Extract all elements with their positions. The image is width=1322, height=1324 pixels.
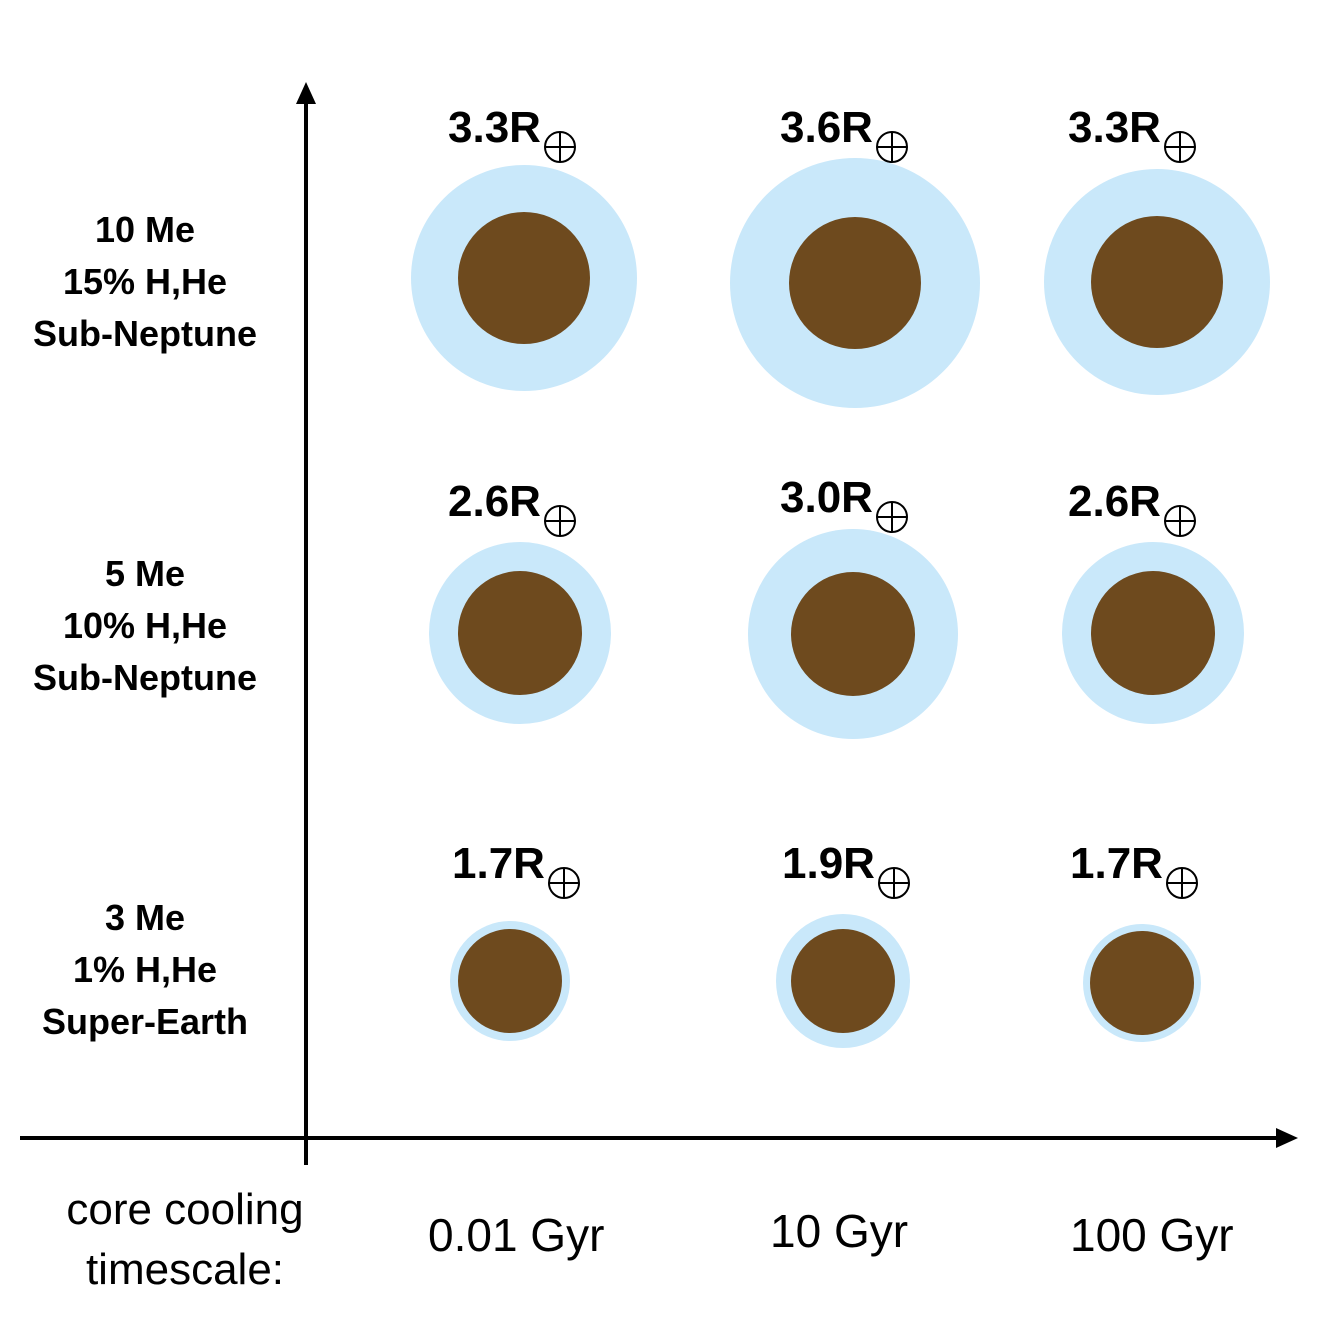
radius-unit: R [1131,839,1163,888]
radius-label: 2.6R [1068,480,1197,546]
radius-value: 1.7 [452,839,514,888]
row-label-line: 10% H,He [62,605,228,646]
row-label-3me: 3 Me 1% H,He Super-Earth [0,892,290,1048]
radius-unit: R [1129,477,1161,526]
row-label-line: 5 Me [104,553,186,594]
radius-label: 1.7R [452,842,581,908]
planet [411,165,637,391]
planet [450,921,570,1041]
radius-value: 3.0 [780,473,842,522]
row-label-line: 1% H,He [72,949,218,990]
planet [429,542,611,724]
rocky-core [458,212,590,344]
planet [748,529,958,739]
radius-unit: R [509,103,541,152]
rocky-core [1091,216,1223,348]
x-axis-arrowhead [1276,1128,1298,1148]
column-label-0.01-gyr: 0.01 Gyr [428,1209,605,1261]
radius-unit: R [841,473,873,522]
radius-label: 3.3R [1068,106,1197,172]
radius-label: 3.3R [448,106,577,172]
row-label-line: Sub-Neptune [33,313,257,354]
x-axis-title: core cooling timescale: [30,1180,340,1300]
x-axis-title-line: timescale: [85,1245,285,1294]
radius-unit: R [841,103,873,152]
radius-value: 1.9 [782,839,844,888]
radius-value: 3.3 [448,103,510,152]
earth-symbol-icon [875,128,909,172]
radius-label: 1.7R [1070,842,1199,908]
earth-symbol-icon [1163,502,1197,546]
radius-unit: R [509,477,541,526]
radius-value: 1.7 [1070,839,1132,888]
rocky-core [791,929,895,1033]
rocky-core [1090,931,1194,1035]
row-label-line: 15% H,He [62,261,228,302]
radius-label: 3.0R [780,476,909,542]
radius-label: 2.6R [448,480,577,546]
row-label-line: 10 Me [94,209,196,250]
row-label-line: Sub-Neptune [33,657,257,698]
radius-unit: R [513,839,545,888]
column-label-100-gyr: 100 Gyr [1070,1209,1234,1261]
row-label-line: Super-Earth [41,1001,249,1042]
row-label-5me: 5 Me 10% H,He Sub-Neptune [0,548,290,704]
rocky-core [458,929,562,1033]
radius-unit: R [1129,103,1161,152]
earth-symbol-icon [877,864,911,908]
rocky-core [789,217,921,349]
radius-unit: R [843,839,875,888]
planet [1062,542,1244,724]
rocky-core [1091,571,1215,695]
row-label-10me: 10 Me 15% H,He Sub-Neptune [0,204,290,360]
radius-value: 3.6 [780,103,842,152]
earth-symbol-icon [547,864,581,908]
earth-symbol-icon [1163,128,1197,172]
earth-symbol-icon [875,498,909,542]
radius-label: 1.9R [782,842,911,908]
rocky-core [791,572,915,696]
column-label-10-gyr: 10 Gyr [770,1205,909,1257]
radius-label: 3.6R [780,106,909,172]
radius-value: 2.6 [1068,477,1130,526]
rocky-core [458,571,582,695]
planet [1083,924,1201,1042]
planet-grid [411,158,1270,1048]
planet [776,914,910,1048]
y-axis-arrowhead [296,82,316,104]
radius-value: 2.6 [448,477,510,526]
radius-value: 3.3 [1068,103,1130,152]
planet [1044,169,1270,395]
x-axis-title-line: core cooling [66,1185,304,1234]
row-label-line: 3 Me [104,897,186,938]
earth-symbol-icon [543,128,577,172]
earth-symbol-icon [1165,864,1199,908]
earth-symbol-icon [543,502,577,546]
planet [730,158,980,408]
